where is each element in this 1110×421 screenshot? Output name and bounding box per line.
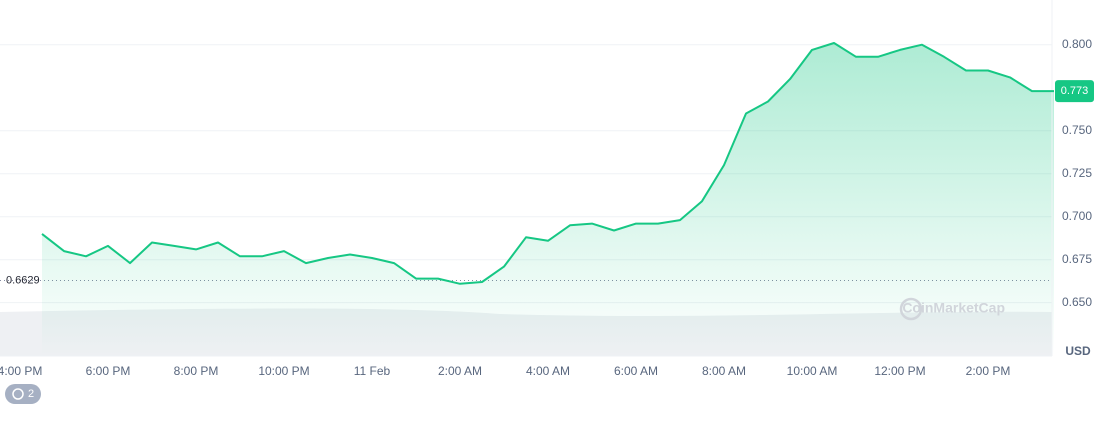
badge-count: 2 bbox=[28, 388, 34, 400]
price-area bbox=[42, 43, 1054, 356]
watermark-logo bbox=[899, 297, 923, 321]
watermark: CoinMarketCap bbox=[902, 300, 1005, 316]
y-tick-label: 0.725 bbox=[1062, 166, 1092, 180]
x-tick-label: 12:00 PM bbox=[874, 364, 925, 378]
x-tick-label: 2:00 PM bbox=[966, 364, 1011, 378]
x-tick-label: 10:00 AM bbox=[787, 364, 838, 378]
x-tick-label: 6:00 AM bbox=[614, 364, 658, 378]
y-tick-label: 0.750 bbox=[1062, 123, 1092, 137]
x-tick-label: 11 Feb bbox=[354, 364, 391, 378]
x-tick-label: 10:00 PM bbox=[258, 364, 309, 378]
price-line bbox=[41, 42, 1054, 285]
y-tick-label: 0.700 bbox=[1062, 209, 1092, 223]
current-price-tag bbox=[1055, 80, 1094, 103]
current-price-label: 0.773 bbox=[1061, 85, 1089, 97]
y-axis-label: USD bbox=[1065, 344, 1091, 358]
x-tick-label: 6:00 PM bbox=[86, 364, 131, 378]
y-tick-label: 0.675 bbox=[1062, 252, 1092, 266]
x-tick-label: 8:00 PM bbox=[174, 364, 219, 378]
x-tick-label: 4:00 AM bbox=[526, 364, 570, 378]
baseline-label: 0.6629 bbox=[6, 274, 40, 286]
x-tick-label: 2:00 AM bbox=[438, 364, 482, 378]
x-tick-label: 8:00 AM bbox=[702, 364, 746, 378]
y-tick-label: 0.800 bbox=[1062, 37, 1092, 51]
badge-icon bbox=[12, 388, 24, 400]
x-tick-label: 4:00 PM bbox=[0, 364, 42, 378]
y-tick-label: 0.650 bbox=[1062, 295, 1092, 309]
